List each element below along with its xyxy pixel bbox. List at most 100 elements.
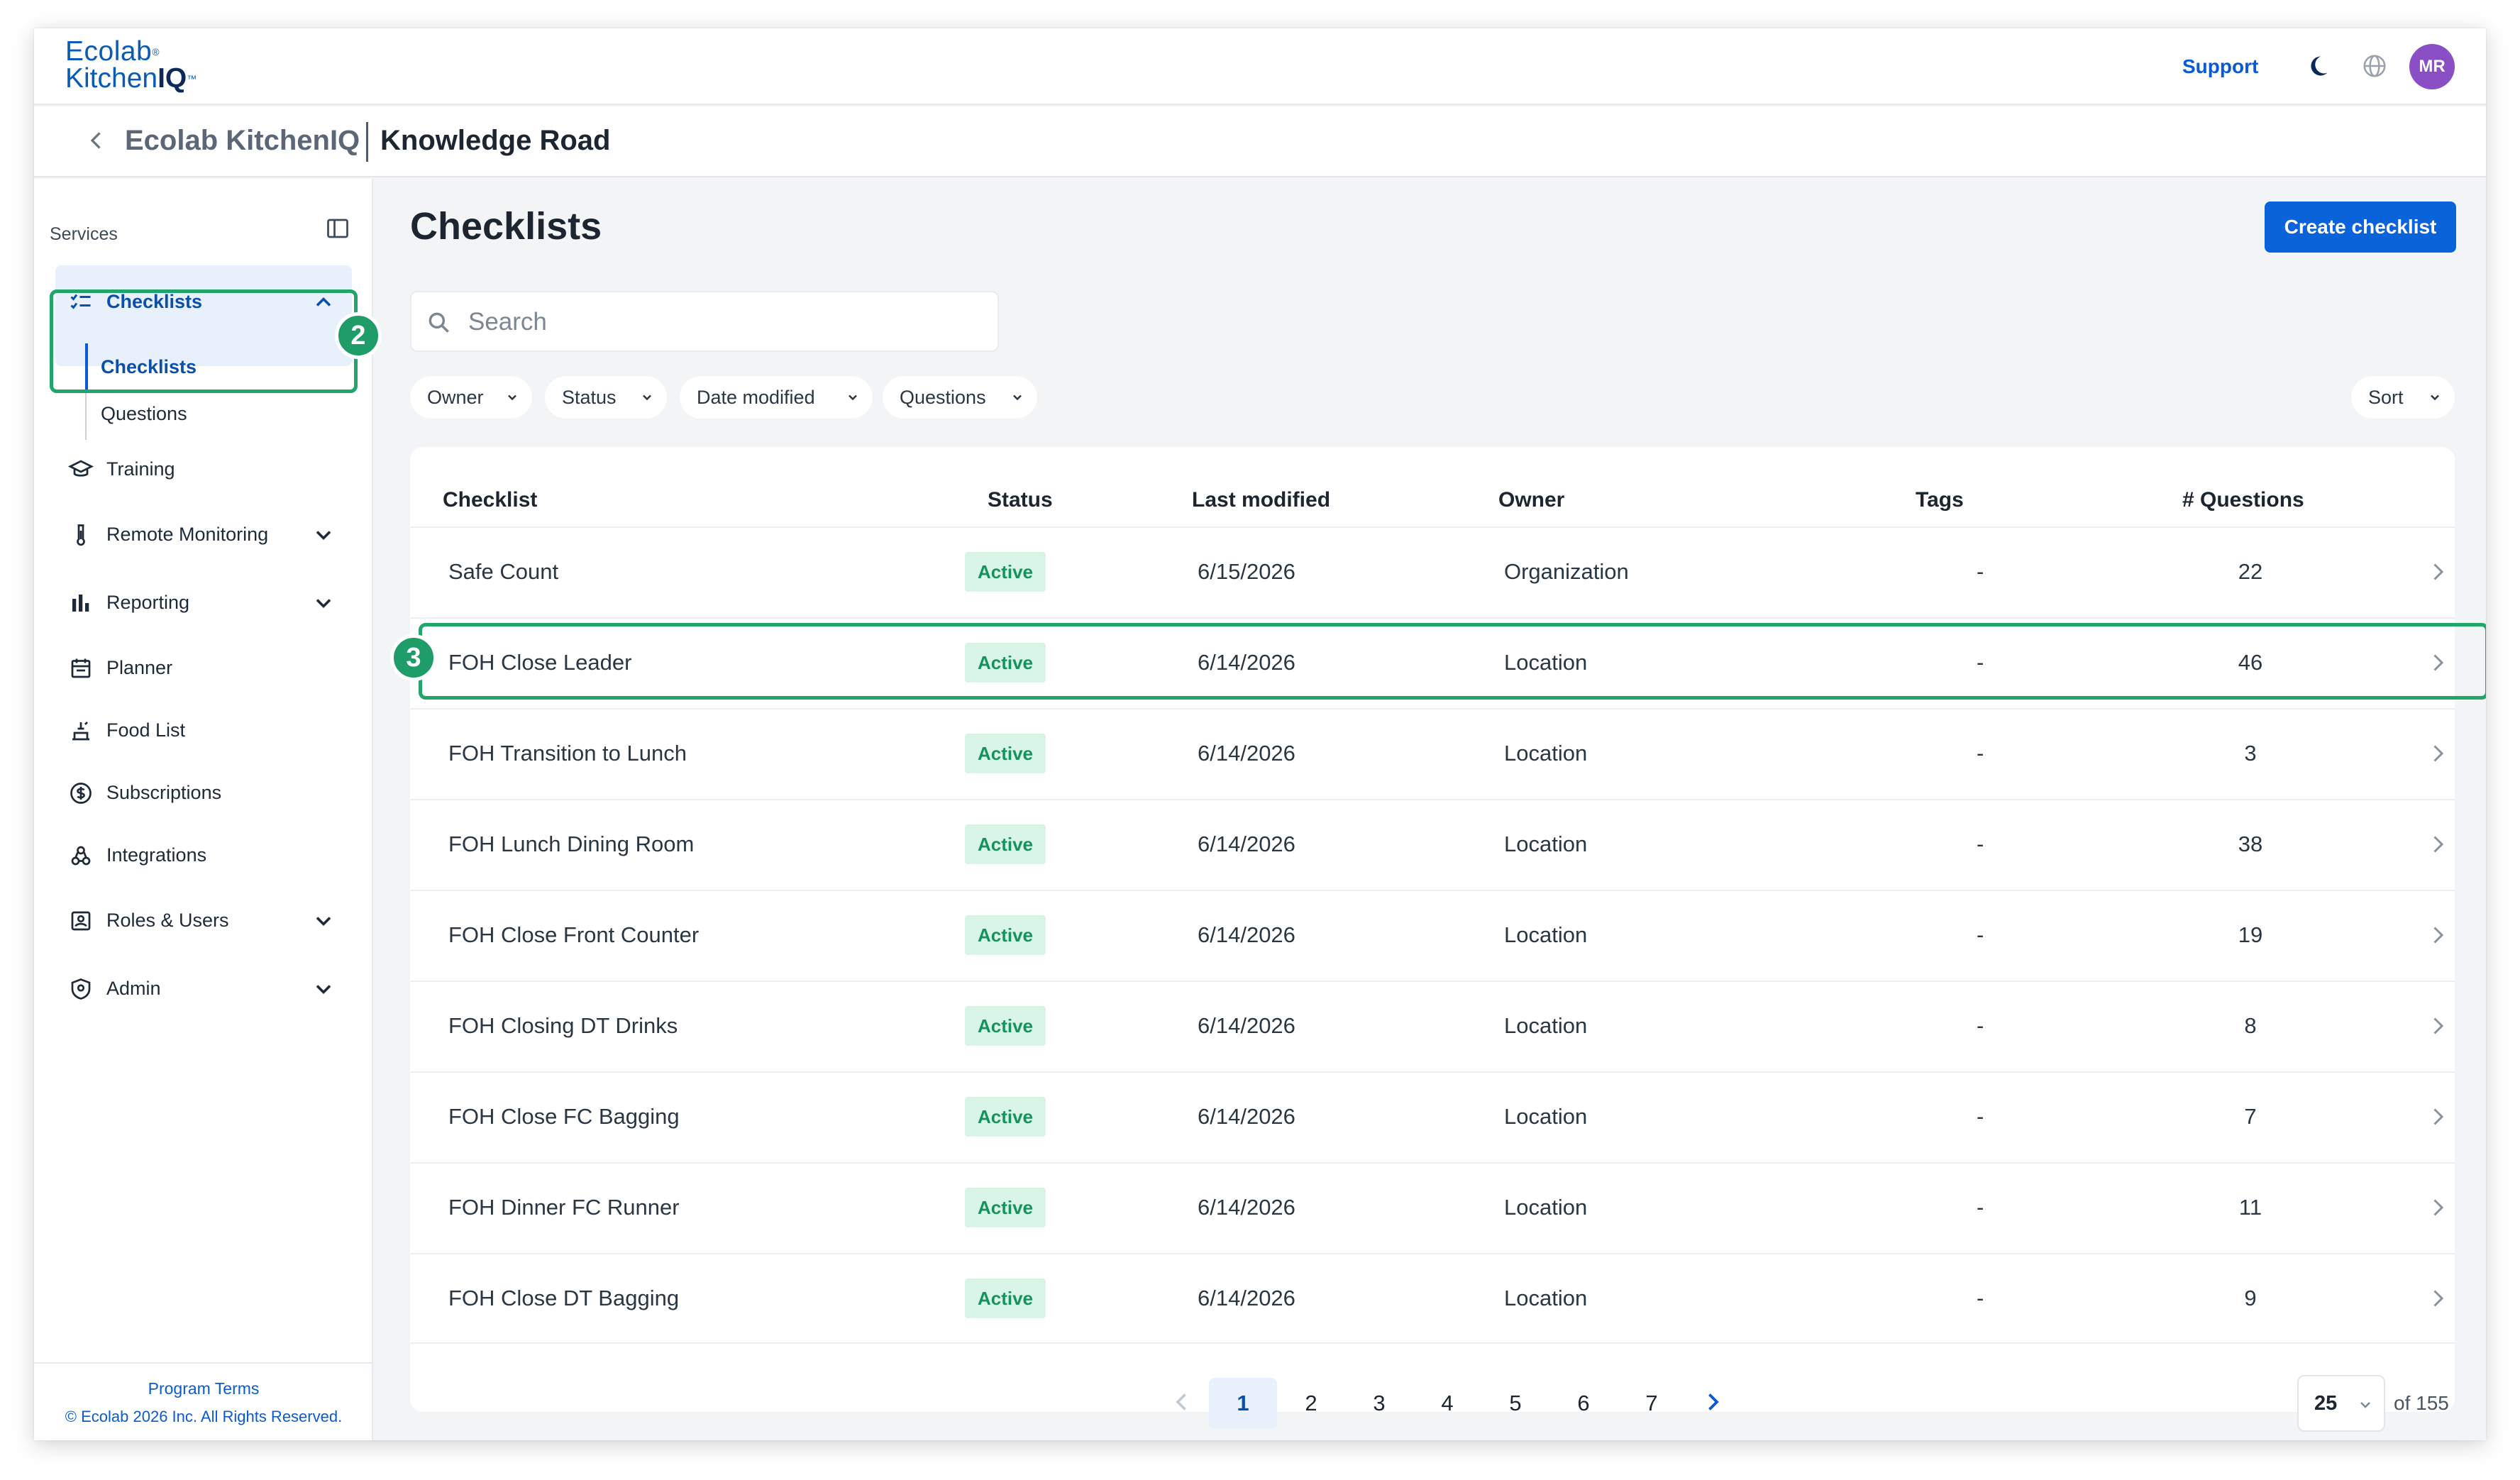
search-icon	[429, 312, 449, 333]
chevron-right-icon	[2433, 1017, 2444, 1034]
cell-checklist-name: FOH Close DT Bagging	[448, 1286, 680, 1310]
support-link[interactable]: Support	[2182, 55, 2259, 77]
food-list-icon	[72, 722, 89, 741]
sidebar-subitem-checklists[interactable]: Checklists	[101, 356, 197, 377]
column-header-tags[interactable]: Tags	[1916, 488, 1964, 512]
program-terms-link[interactable]: Program Terms	[148, 1379, 260, 1398]
breadcrumb-org[interactable]: Ecolab KitchenIQ	[125, 125, 360, 156]
cell-question-count: 8	[2244, 1013, 2257, 1038]
chevron-down-icon[interactable]	[311, 976, 336, 1002]
filter-owner[interactable]: Owner	[410, 376, 532, 419]
breadcrumb-location[interactable]: Knowledge Road	[380, 125, 611, 156]
globe-icon[interactable]	[2361, 53, 2388, 79]
table-row[interactable]: FOH Closing DT Drinks Active 6/14/2026 L…	[410, 981, 2455, 1071]
breadcrumb: Ecolab KitchenIQ Knowledge Road	[34, 106, 2486, 177]
avatar[interactable]: MR	[2409, 44, 2455, 89]
checklists-table	[410, 447, 2455, 1412]
table-row[interactable]: FOH Transition to Lunch Active 6/14/2026…	[410, 708, 2455, 799]
page-button-1[interactable]: 1	[1209, 1378, 1277, 1429]
chevron-down-icon	[508, 394, 516, 401]
table-row[interactable]: FOH Close FC Bagging Active 6/14/2026 Lo…	[410, 1071, 2455, 1162]
status-badge: Active	[965, 734, 1046, 773]
table-row[interactable]: Safe Count Active 6/15/2026 Organization…	[410, 526, 2455, 617]
sidebar-item-subscriptions[interactable]: Subscriptions	[34, 768, 373, 817]
filter-status[interactable]: Status	[545, 376, 667, 419]
sidebar-item-label: Remote Monitoring	[106, 524, 269, 545]
sidebar-item-label: Reporting	[106, 592, 190, 613]
sidebar-item-label: Food List	[106, 719, 186, 741]
chevron-right-icon	[2433, 1199, 2444, 1216]
sidebar-item-admin[interactable]: Admin	[34, 963, 373, 1013]
search-input[interactable]	[468, 302, 979, 342]
page-button-4[interactable]: 4	[1441, 1391, 1454, 1415]
page-button-7[interactable]: 7	[1645, 1391, 1658, 1415]
chevron-down-icon[interactable]	[311, 908, 336, 934]
chevron-up-icon[interactable]	[311, 289, 336, 315]
cell-owner: Location	[1504, 1013, 1588, 1038]
chevron-right-icon	[2433, 1290, 2444, 1307]
chevron-down-icon	[1013, 394, 1022, 401]
sidebar-item-integrations[interactable]: Integrations	[34, 830, 373, 880]
sidebar-item-planner[interactable]: Planner	[34, 643, 373, 692]
cell-last-modified: 6/14/2026	[1198, 1286, 1295, 1310]
chevron-down-icon[interactable]	[311, 590, 336, 616]
page-button-2[interactable]: 2	[1305, 1391, 1317, 1415]
chevron-right-icon[interactable]	[1700, 1389, 1725, 1415]
filter-date-modified[interactable]: Date modified	[680, 376, 873, 419]
sort-dropdown[interactable]: Sort	[2351, 376, 2455, 419]
sidebar-item-checklists[interactable]: Checklists	[34, 277, 373, 326]
bar-chart-icon	[72, 595, 89, 612]
table-row[interactable]: FOH Dinner FC Runner Active 6/14/2026 Lo…	[410, 1162, 2455, 1253]
cell-tags: -	[1977, 922, 1984, 947]
chevron-left-icon[interactable]	[1169, 1389, 1195, 1415]
create-checklist-button[interactable]: Create checklist	[2265, 201, 2456, 253]
page-button-5[interactable]: 5	[1509, 1391, 1522, 1415]
thermometer-icon	[77, 524, 85, 546]
chevron-right-icon	[2433, 927, 2444, 944]
sidebar-item-training[interactable]: Training	[34, 444, 373, 494]
column-header-last-modified[interactable]: Last modified	[1192, 488, 1331, 512]
table-row[interactable]: FOH Close Front Counter Active 6/14/2026…	[410, 890, 2455, 981]
sidebar-item-reporting[interactable]: Reporting	[34, 578, 373, 627]
checklists-group-active	[55, 265, 352, 366]
cell-tags: -	[1977, 1013, 1984, 1038]
chevron-down-icon[interactable]	[311, 522, 336, 548]
table-row[interactable]: FOH Close DT Bagging Active 6/14/2026 Lo…	[410, 1253, 2455, 1344]
chevron-down-icon	[2431, 394, 2439, 401]
sidebar-footer-divider	[34, 1362, 373, 1364]
cell-checklist-name: FOH Dinner FC Runner	[448, 1195, 680, 1220]
moon-icon[interactable]	[2304, 53, 2331, 79]
table-row[interactable]: FOH Lunch Dining Room Active 6/14/2026 L…	[410, 799, 2455, 890]
ecolab-kitcheniq-logo[interactable]: Ecolab® KitchenIQ™	[65, 36, 197, 94]
column-header-questions[interactable]: # Questions	[2182, 488, 2304, 512]
cell-last-modified: 6/14/2026	[1198, 1104, 1295, 1129]
cell-question-count: 19	[2238, 922, 2263, 947]
filter-questions[interactable]: Questions	[883, 376, 1037, 419]
annotation-badge-3: 3	[390, 634, 437, 681]
cell-last-modified: 6/14/2026	[1198, 1195, 1295, 1220]
chevron-right-icon	[2433, 654, 2444, 671]
cell-owner: Location	[1504, 650, 1588, 675]
sidebar-item-food-list[interactable]: Food List	[34, 705, 373, 755]
status-badge: Active	[965, 1279, 1046, 1318]
sidebar-item-roles-users[interactable]: Roles & Users	[34, 895, 373, 945]
chevron-left-icon[interactable]	[84, 128, 109, 153]
page-button-3[interactable]: 3	[1373, 1391, 1386, 1415]
page-button-6[interactable]: 6	[1577, 1391, 1590, 1415]
cell-last-modified: 6/14/2026	[1198, 922, 1295, 947]
sidebar-item-remote-monitoring[interactable]: Remote Monitoring	[34, 509, 373, 559]
table-row[interactable]: FOH Close Leader Active 6/14/2026 Locati…	[410, 617, 2455, 708]
checklist-icon	[70, 294, 91, 309]
cell-last-modified: 6/14/2026	[1198, 650, 1295, 675]
page-title: Checklists	[410, 205, 602, 248]
sidebar-subitem-questions[interactable]: Questions	[101, 403, 187, 424]
column-header-owner[interactable]: Owner	[1498, 488, 1565, 512]
sidebar-collapse-icon[interactable]	[325, 216, 350, 241]
chevron-down-icon	[849, 394, 857, 401]
column-header-checklist[interactable]: Checklist	[443, 488, 538, 512]
filter-label: Date modified	[697, 386, 815, 408]
status-badge: Active	[965, 1188, 1046, 1227]
page-size-select[interactable]: 25	[2297, 1375, 2385, 1432]
filter-label: Questions	[900, 386, 986, 408]
column-header-status[interactable]: Status	[988, 488, 1053, 512]
